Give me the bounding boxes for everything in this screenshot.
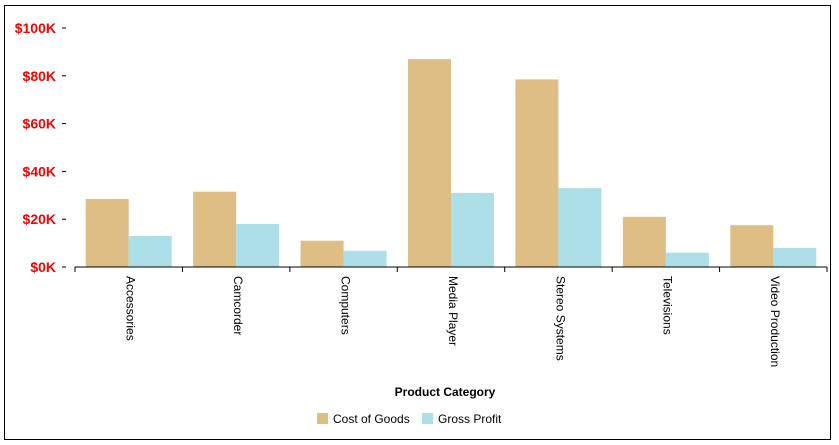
bar-cost-of-goods	[300, 240, 344, 267]
x-tick-label: Media Player	[446, 276, 460, 346]
legend-label: Gross Profit	[438, 412, 502, 426]
y-tick-label: $0K	[30, 259, 56, 275]
y-axis: $0K $20K $40K $60K $80K $100K	[15, 20, 66, 275]
bar-gross-profit	[236, 223, 280, 267]
x-tick-label: Accessories	[124, 276, 138, 341]
legend-swatch	[317, 413, 328, 424]
x-axis-title: Product Category	[395, 385, 496, 399]
bar-gross-profit	[558, 188, 602, 267]
x-tick-label: Video Production	[768, 276, 782, 367]
bars	[85, 59, 817, 267]
bar-gross-profit	[665, 252, 709, 267]
y-tick-label: $40K	[23, 163, 56, 179]
bar-cost-of-goods	[730, 225, 774, 267]
bar-cost-of-goods	[622, 216, 666, 267]
bar-gross-profit	[451, 192, 494, 267]
legend-label: Cost of Goods	[333, 412, 410, 426]
x-tick-label: Camcorder	[231, 276, 245, 335]
bar-gross-profit	[773, 247, 817, 267]
y-tick-label: $20K	[23, 211, 56, 227]
bar-cost-of-goods	[193, 191, 237, 267]
bar-cost-of-goods	[85, 198, 129, 267]
bar-cost-of-goods	[408, 59, 451, 267]
bar-gross-profit	[343, 250, 387, 267]
x-tick-label: Stereo Systems	[553, 276, 567, 361]
bar-cost-of-goods	[515, 79, 559, 267]
legend: Cost of Goods Gross Profit	[317, 412, 502, 426]
y-tick-label: $100K	[15, 20, 56, 36]
x-axis: Accessories Camcorder Computers Media Playe…	[74, 266, 828, 367]
bar-gross-profit	[128, 235, 172, 267]
y-tick-label: $80K	[23, 68, 56, 84]
y-tick-label: $60K	[23, 116, 56, 132]
legend-swatch	[422, 413, 433, 424]
x-tick-label: Computers	[338, 276, 352, 335]
x-tick-label: Televisions	[661, 276, 675, 335]
